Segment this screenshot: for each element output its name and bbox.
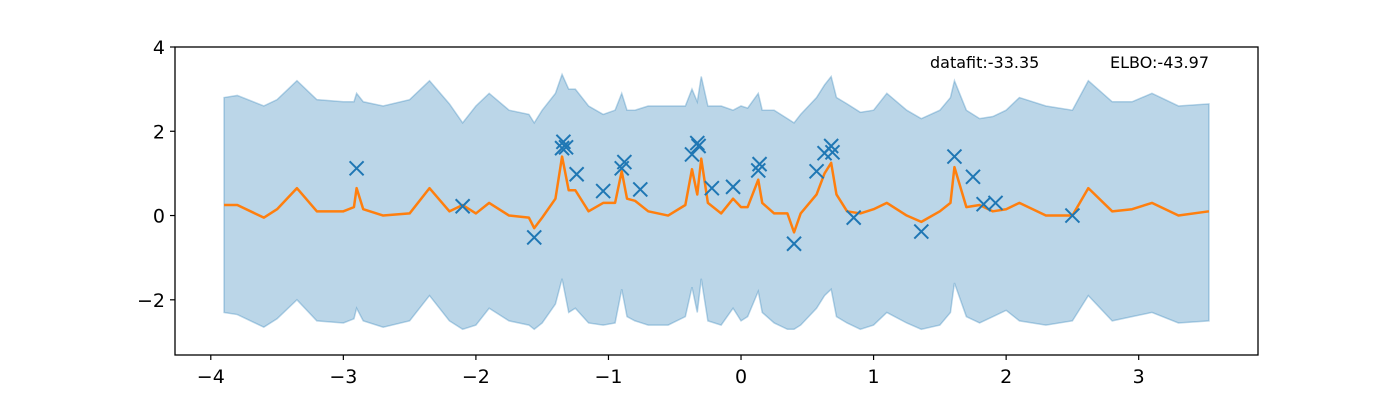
x-tick-label: 1	[868, 366, 880, 388]
annotation: datafit:-33.35	[930, 53, 1039, 72]
data-point	[987, 195, 1004, 211]
y-tick-label: 0	[153, 206, 165, 228]
data-point	[808, 163, 825, 180]
x-tick-label: 3	[1133, 366, 1145, 388]
data-point	[704, 180, 720, 196]
data-point	[965, 169, 981, 185]
data-point	[632, 181, 648, 198]
data-point	[348, 160, 365, 177]
x-tick-label: −1	[594, 366, 622, 388]
data-point	[684, 146, 700, 163]
mean-line	[224, 155, 1210, 234]
data-point	[823, 138, 839, 154]
data-point	[824, 144, 841, 161]
axes-frame	[174, 46, 1259, 356]
data-point	[946, 148, 963, 165]
data-point	[616, 154, 633, 170]
data-point	[725, 179, 741, 195]
y-tick-label: 2	[153, 121, 165, 143]
data-point	[595, 183, 611, 199]
annotation: ELBO:-43.97	[1110, 53, 1209, 72]
y-tick-label: 4	[153, 37, 165, 59]
x-tick-label: 2	[1000, 366, 1012, 388]
x-tick-label: 0	[735, 366, 747, 388]
x-tick-label: −3	[329, 366, 357, 388]
data-point	[690, 138, 707, 154]
data-point	[558, 139, 574, 155]
data-point	[751, 156, 768, 172]
confidence-band	[223, 72, 1210, 331]
data-point	[1064, 207, 1081, 224]
data-point	[750, 162, 766, 179]
data-point	[568, 166, 585, 182]
x-tick-label: −2	[462, 366, 490, 388]
data-point	[786, 236, 802, 252]
x-tick-label: −4	[197, 366, 225, 388]
data-point	[689, 135, 705, 151]
data-point	[845, 209, 862, 226]
data-point	[913, 223, 930, 240]
y-tick-label: −2	[137, 290, 165, 312]
data-point	[454, 198, 471, 214]
data-point	[554, 140, 570, 156]
data-point	[526, 229, 542, 246]
